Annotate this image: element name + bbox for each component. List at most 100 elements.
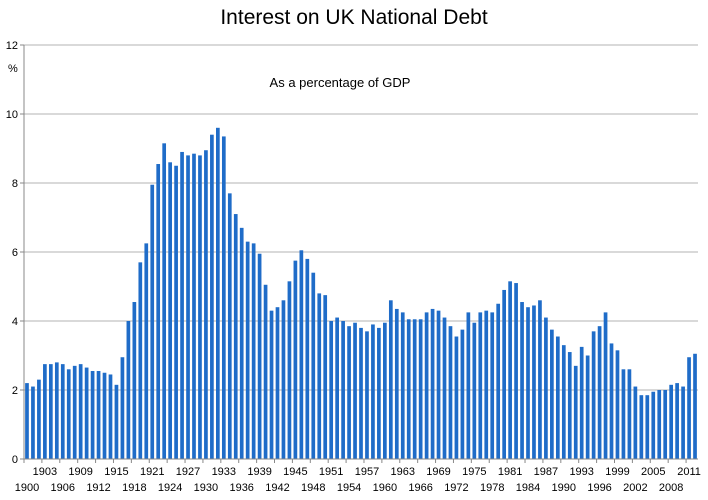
- bar: [257, 253, 262, 459]
- bar: [43, 364, 47, 460]
- x-tick-label: 1912: [86, 482, 110, 494]
- bar: [126, 321, 131, 459]
- bar: [144, 243, 149, 459]
- bar: [430, 308, 435, 459]
- bar: [579, 346, 584, 460]
- bar: [37, 379, 41, 459]
- bar: [442, 317, 447, 459]
- bar: [66, 369, 71, 459]
- x-tick-label: 1963: [391, 466, 415, 478]
- bar: [293, 260, 298, 460]
- x-tick-label: 1990: [552, 482, 576, 494]
- bar: [251, 243, 256, 459]
- bar: [639, 395, 644, 459]
- bar: [227, 193, 232, 459]
- bar: [573, 365, 578, 459]
- bar: [377, 327, 381, 459]
- bar: [245, 241, 250, 459]
- x-tick-label: 1936: [229, 482, 253, 494]
- x-tick-label: 1999: [605, 466, 629, 478]
- x-tick-label: 1960: [373, 482, 397, 494]
- bar: [663, 390, 668, 459]
- bar: [54, 362, 59, 459]
- bar: [460, 329, 465, 460]
- bar: [657, 390, 662, 459]
- bar: [210, 134, 214, 459]
- y-tick-label: 12: [6, 40, 18, 52]
- x-tick-label: 1969: [426, 466, 450, 478]
- bar: [323, 295, 328, 460]
- bar: [538, 300, 542, 459]
- x-tick-label: 1987: [534, 466, 558, 478]
- x-tick-label: 1951: [319, 466, 343, 478]
- x-tick-label: 1909: [68, 466, 92, 478]
- bar: [651, 391, 656, 459]
- y-tick-label: 4: [12, 316, 18, 328]
- bar: [544, 317, 548, 459]
- bar: [645, 395, 650, 459]
- bar: [627, 369, 632, 459]
- bar: [233, 214, 238, 459]
- bar: [138, 262, 143, 459]
- bar: [281, 300, 286, 459]
- bar: [394, 308, 399, 459]
- bar: [25, 383, 29, 459]
- bar: [359, 327, 363, 459]
- bar: [311, 272, 316, 459]
- x-tick-label: 2005: [641, 466, 665, 478]
- bar: [561, 345, 566, 459]
- bar: [687, 357, 691, 459]
- bar: [550, 329, 554, 460]
- chart-annotation: As a percentage of GDP: [270, 75, 411, 90]
- bar: [508, 281, 512, 459]
- y-tick-label: 10: [6, 109, 18, 121]
- x-tick-label: 2008: [659, 482, 683, 494]
- bar: [615, 350, 620, 459]
- bar: [90, 371, 95, 459]
- bar: [299, 250, 304, 459]
- bar: [180, 151, 184, 459]
- bar: [353, 322, 357, 459]
- bar: [597, 326, 602, 459]
- x-tick-label: 1978: [480, 482, 504, 494]
- x-tick-label: 1930: [194, 482, 218, 494]
- bar: [96, 371, 101, 459]
- bar: [669, 384, 674, 459]
- bar: [48, 364, 53, 460]
- bar: [478, 312, 483, 460]
- bar: [585, 355, 590, 459]
- x-tick-label: 1948: [301, 482, 325, 494]
- x-tick-label: 1903: [33, 466, 57, 478]
- bar: [275, 307, 280, 459]
- bar: [120, 357, 125, 459]
- bar: [412, 319, 417, 459]
- x-tick-label: 1918: [122, 482, 146, 494]
- x-tick-label: 1900: [15, 482, 39, 494]
- bar: [84, 367, 89, 459]
- bar: [526, 307, 530, 459]
- bar: [269, 310, 274, 459]
- bar: [162, 143, 167, 459]
- bar: [609, 343, 614, 459]
- y-tick-label: 0: [12, 454, 18, 466]
- bar: [383, 322, 387, 459]
- x-tick-label: 1984: [516, 482, 540, 494]
- bar: [347, 326, 351, 459]
- bar: [675, 383, 679, 459]
- bar: [502, 289, 506, 459]
- x-tick-label: 1954: [337, 482, 361, 494]
- bar: [555, 336, 560, 459]
- x-tick-label: 1942: [265, 482, 289, 494]
- bar: [424, 312, 429, 460]
- x-tick-label: 1975: [462, 466, 486, 478]
- bar: [329, 321, 334, 459]
- bar: [192, 153, 196, 459]
- bar: [156, 164, 161, 459]
- x-tick-label: 1993: [569, 466, 593, 478]
- bar: [371, 324, 375, 459]
- bar: [204, 150, 208, 460]
- y-tick-label: 6: [12, 247, 18, 259]
- bar: [60, 364, 65, 460]
- bar: [693, 353, 697, 459]
